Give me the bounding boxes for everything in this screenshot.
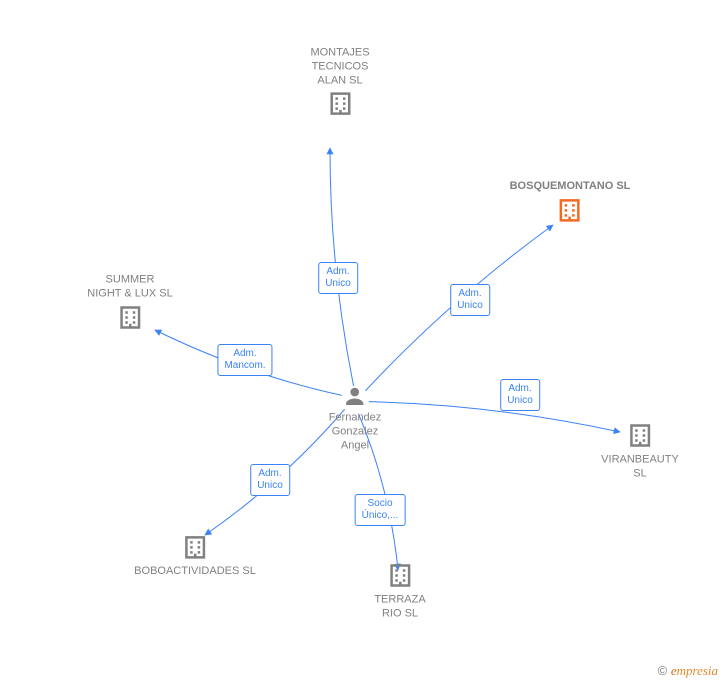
edge-label-viranbeauty: Adm. Unico [500,379,540,411]
node-label: MONTAJES TECNICOS ALAN SL [310,46,369,87]
building-icon [180,531,210,561]
copyright-symbol: © [658,663,668,678]
edge-label-bosquemontano: Adm. Unico [450,284,490,316]
building-icon [325,88,355,118]
footer: © empresia [658,663,718,679]
node-label: VIRANBEAUTY SL [601,453,679,481]
node-label: SUMMER NIGHT & LUX SL [87,273,172,301]
node-bosquemontano[interactable]: BOSQUEMONTANO SL [510,176,631,224]
node-label: TERRAZA RIO SL [374,593,425,621]
building-icon [555,194,585,224]
person-icon [342,383,368,409]
node-label: BOSQUEMONTANO SL [510,180,631,194]
node-montajes[interactable]: MONTAJES TECNICOS ALAN SL [310,42,369,117]
building-icon [625,419,655,449]
edge-label-boboactividades: Adm. Unico [250,464,290,496]
diagram-canvas: Fernandez Gonzalez Angel MONTAJES TECNICO… [0,0,728,685]
edge-label-montajes: Adm. Unico [318,262,358,294]
edge-label-summer: Adm. Mancom. [217,344,272,376]
brand: empresia [671,663,718,678]
node-terraza[interactable]: TERRAZA RIO SL [374,559,425,621]
building-icon [115,301,145,331]
center-node[interactable]: Fernandez Gonzalez Angel [329,383,382,452]
node-boboactividades[interactable]: BOBOACTIVIDADES SL [134,531,256,579]
node-summer[interactable]: SUMMER NIGHT & LUX SL [87,269,172,331]
center-label: Fernandez Gonzalez Angel [329,411,382,452]
node-viranbeauty[interactable]: VIRANBEAUTY SL [601,419,679,481]
edge-label-terraza: Socio Único,... [355,494,406,526]
edge-viranbeauty [369,402,620,432]
building-icon [385,559,415,589]
node-label: BOBOACTIVIDADES SL [134,565,256,579]
